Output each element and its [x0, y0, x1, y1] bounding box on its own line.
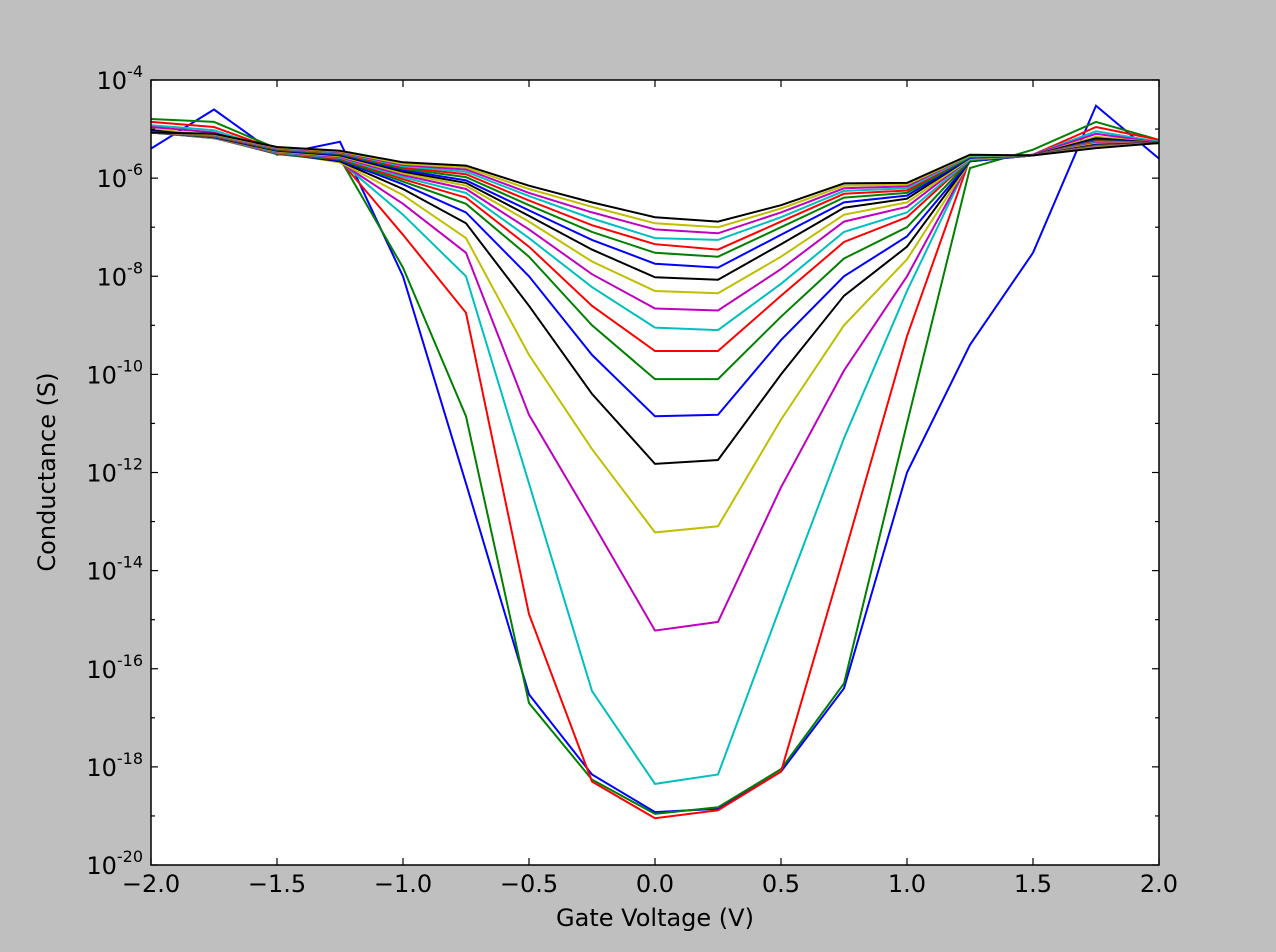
x-tick-label: 0.5: [762, 870, 800, 898]
x-tick-label: 1.0: [888, 870, 926, 898]
y-tick-label: 10-12: [86, 455, 143, 488]
x-tick-label: −1.5: [248, 870, 306, 898]
x-tick-label: −1.0: [374, 870, 432, 898]
series-line-21: [150, 131, 1160, 223]
y-axis-ticks: 10-20 10-18 10-16 10-14 10-12 10-10 10-8 10-6 10…: [86, 62, 1159, 880]
x-tick-label: 1.5: [1014, 870, 1052, 898]
x-tick-label: −0.5: [500, 870, 558, 898]
plot-area: [151, 80, 1159, 865]
series-line-1: [150, 104, 1160, 814]
y-tick-label: 10-14: [86, 553, 143, 586]
y-tick-label: 10-16: [86, 651, 143, 684]
x-axis-label: Gate Voltage (V): [556, 904, 754, 932]
series-layer: [150, 104, 1160, 820]
y-axis-label: Conductance (S): [33, 372, 61, 571]
x-tick-label: −2.0: [122, 870, 180, 898]
x-axis-ticks: −2.0 −1.5 −1.0 −0.5 0.0 0.5 1.0 1.5 2.0: [122, 80, 1178, 898]
y-tick-label: 10-6: [97, 160, 144, 193]
y-tick-label: 10-4: [97, 62, 144, 95]
x-tick-label: 2.0: [1140, 870, 1178, 898]
y-tick-label: 10-18: [86, 749, 143, 782]
y-tick-label: 10-8: [97, 258, 144, 291]
y-tick-label: 10-20: [86, 847, 143, 880]
y-tick-label: 10-10: [86, 356, 143, 389]
x-tick-label: 0.0: [636, 870, 674, 898]
